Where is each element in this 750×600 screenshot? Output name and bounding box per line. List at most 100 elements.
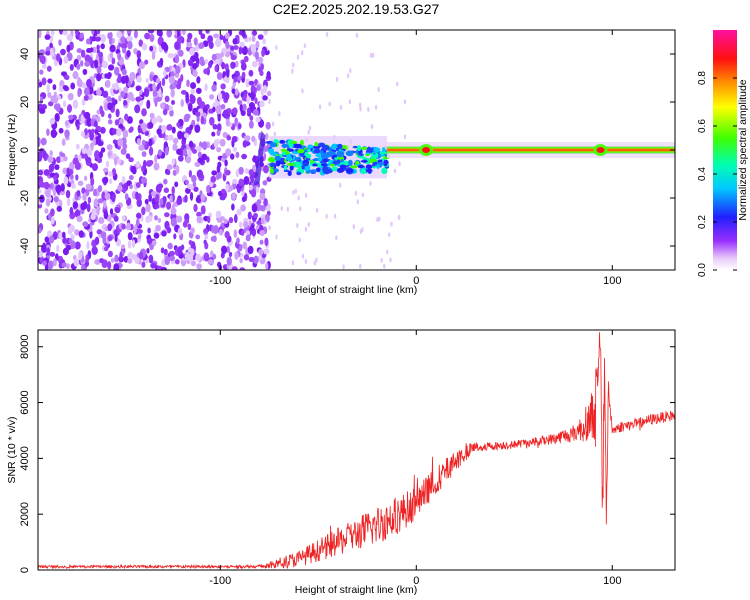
noise-speckle	[166, 124, 172, 131]
colorbar-tick-label: 0.6	[697, 119, 708, 133]
noise-speckle	[209, 116, 215, 126]
noise-speckle	[127, 240, 132, 249]
noise-speckle	[111, 168, 117, 177]
noise-speckle	[193, 37, 198, 46]
noise-speckle	[120, 36, 126, 44]
turbulent-blob	[357, 164, 364, 169]
noise-speckle	[49, 251, 56, 257]
faint-speckle	[275, 45, 278, 51]
noise-speckle	[122, 99, 128, 106]
noise-speckle	[58, 39, 62, 46]
noise-speckle	[103, 200, 107, 209]
faint-speckle	[335, 76, 339, 82]
faint-speckle	[346, 73, 350, 79]
noise-speckle	[187, 59, 194, 67]
noise-speckle	[127, 251, 134, 261]
noise-speckle	[124, 113, 129, 121]
noise-speckle	[47, 92, 52, 98]
noise-speckle	[160, 266, 168, 270]
noise-speckle	[58, 127, 64, 134]
turbulent-blob	[365, 164, 373, 170]
noise-speckle	[162, 195, 167, 204]
noise-speckle	[164, 220, 170, 230]
noise-speckle	[83, 175, 88, 181]
noise-speckle	[230, 54, 237, 61]
noise-speckle	[38, 188, 42, 194]
noise-speckle	[149, 112, 155, 119]
noise-speckle	[92, 46, 97, 54]
noise-speckle	[114, 254, 119, 263]
turbulent-blob	[335, 147, 340, 152]
turbulent-blob	[269, 142, 278, 148]
noise-speckle	[83, 95, 89, 101]
noise-speckle	[232, 107, 238, 115]
noise-speckle	[254, 97, 258, 104]
noise-speckle	[228, 251, 233, 258]
noise-speckle	[52, 231, 58, 240]
noise-speckle	[140, 176, 148, 184]
turbulent-blob	[268, 148, 275, 155]
noise-speckle	[158, 183, 164, 189]
noise-speckle	[238, 166, 244, 175]
noise-speckle	[243, 135, 250, 141]
noise-speckle	[216, 147, 222, 153]
noise-speckle	[235, 151, 240, 159]
noise-speckle	[45, 190, 51, 198]
noise-speckle	[257, 34, 264, 40]
noise-speckle	[106, 96, 112, 103]
turbulent-blob	[370, 154, 378, 160]
noise-speckle	[86, 203, 91, 213]
noise-speckle	[41, 77, 47, 86]
noise-speckle	[82, 68, 88, 75]
noise-speckle	[230, 45, 235, 51]
noise-speckle	[185, 179, 189, 185]
faint-speckle	[358, 102, 362, 108]
spectrogram-y-axis-label: Frequency (Hz)	[6, 114, 18, 186]
noise-speckle	[109, 52, 114, 59]
faint-speckle	[359, 106, 362, 112]
noise-speckle	[266, 71, 271, 79]
noise-speckle	[86, 241, 90, 250]
noise-speckle	[175, 164, 180, 174]
noise-speckle	[168, 105, 173, 112]
noise-speckle	[69, 206, 74, 215]
noise-speckle	[225, 148, 232, 157]
noise-speckle	[226, 69, 230, 78]
noise-speckle	[72, 201, 79, 209]
noise-speckle	[110, 257, 115, 263]
turbulent-blob	[294, 161, 301, 168]
noise-speckle	[141, 43, 148, 51]
noise-speckle	[126, 35, 133, 43]
noise-speckle	[141, 139, 146, 146]
noise-speckle	[80, 49, 86, 58]
noise-speckle	[192, 69, 198, 77]
turbulent-blob	[303, 164, 311, 172]
noise-speckle	[256, 220, 263, 226]
faint-speckle	[298, 237, 302, 243]
noise-speckle	[115, 108, 120, 118]
noise-speckle	[212, 235, 217, 243]
noise-speckle	[81, 82, 87, 89]
noise-speckle	[220, 104, 226, 110]
noise-speckle	[187, 102, 193, 112]
noise-speckle	[42, 260, 47, 266]
noise-speckle	[214, 65, 218, 73]
noise-speckle	[38, 176, 42, 182]
noise-speckle	[263, 197, 268, 207]
noise-speckle	[111, 57, 116, 65]
noise-speckle	[236, 237, 240, 245]
noise-speckle	[241, 196, 246, 203]
faint-speckle	[286, 206, 290, 212]
noise-speckle	[250, 189, 257, 198]
snr-y-tick-label: 2000	[19, 502, 31, 526]
faint-speckle	[296, 54, 300, 60]
faint-speckle	[403, 99, 407, 105]
noise-speckle	[61, 138, 66, 146]
noise-speckle	[238, 221, 243, 229]
noise-speckle	[76, 48, 83, 54]
faint-speckle	[301, 88, 304, 94]
noise-speckle	[90, 177, 95, 186]
faint-speckle	[299, 206, 302, 212]
noise-speckle	[213, 33, 220, 39]
noise-speckle	[167, 242, 173, 250]
